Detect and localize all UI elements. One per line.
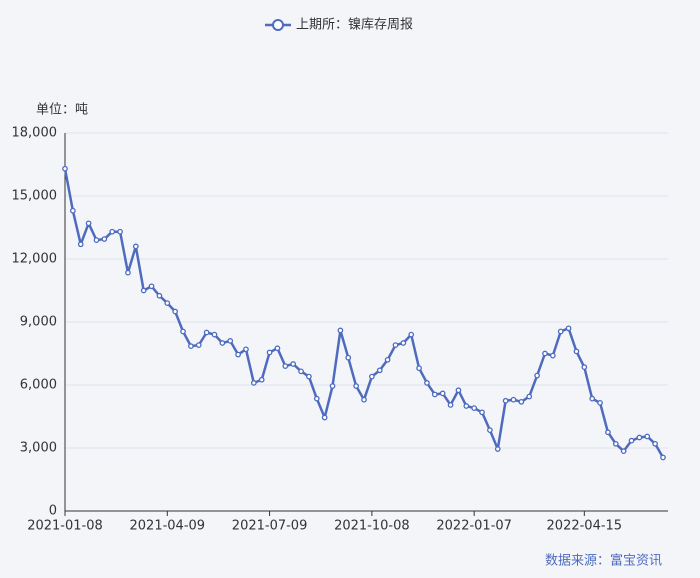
legend[interactable]: 上期所：镍库存周报	[265, 17, 413, 33]
point	[384, 356, 391, 363]
y-tick-label: 9,000	[20, 315, 57, 330]
point	[140, 287, 147, 294]
point	[266, 349, 273, 356]
point	[235, 351, 241, 358]
x-tick-label: 2021-04-09	[130, 519, 206, 534]
point	[463, 403, 470, 409]
point	[408, 331, 415, 338]
point	[164, 300, 171, 306]
unit-label: 单位：吨	[36, 103, 88, 118]
x-tick-label: 2021-07-09	[232, 519, 308, 534]
point	[306, 373, 312, 380]
point	[321, 414, 328, 421]
point	[447, 402, 454, 408]
point	[125, 269, 131, 276]
point	[392, 342, 399, 348]
point	[455, 387, 462, 394]
point	[62, 165, 68, 172]
point	[660, 454, 666, 461]
point	[313, 395, 320, 402]
point	[494, 446, 501, 452]
point	[565, 325, 572, 332]
point	[290, 361, 297, 367]
point	[628, 437, 635, 444]
point	[148, 283, 155, 290]
point	[345, 354, 352, 361]
point	[479, 409, 485, 416]
point	[258, 376, 265, 383]
point	[101, 236, 108, 242]
point	[518, 398, 525, 405]
point	[605, 429, 611, 436]
point	[400, 340, 407, 346]
point	[534, 372, 540, 379]
y-tick-label: 0	[49, 504, 57, 519]
point	[211, 331, 218, 338]
point	[219, 340, 226, 346]
y-tick-label: 15,000	[12, 189, 58, 204]
point	[612, 440, 619, 447]
point	[652, 440, 658, 447]
point	[77, 241, 84, 248]
point	[542, 350, 548, 357]
y-tick-label: 12,000	[12, 252, 58, 267]
point	[85, 220, 92, 227]
point	[70, 207, 76, 214]
x-tick-label: 2022-01-07	[436, 519, 512, 534]
point	[424, 380, 430, 386]
point	[644, 433, 651, 440]
point	[361, 396, 367, 403]
point	[109, 228, 116, 235]
point	[416, 365, 422, 372]
point	[337, 327, 344, 334]
point	[581, 364, 588, 370]
x-tick-label: 2021-10-08	[334, 519, 410, 534]
legend-label: 上期所：镍库存周报	[296, 17, 413, 33]
point	[620, 448, 627, 454]
legend-marker	[272, 19, 284, 31]
point	[329, 383, 336, 389]
point	[298, 368, 304, 375]
y-tick-label: 18,000	[12, 126, 58, 141]
point	[636, 434, 643, 441]
point	[274, 345, 281, 352]
point	[439, 390, 446, 397]
point	[510, 396, 517, 403]
point	[172, 308, 179, 315]
x-tick-label: 2022-04-15	[547, 519, 623, 534]
source-label: 数据来源：富宝资讯	[545, 553, 662, 569]
point	[549, 352, 556, 359]
point	[526, 393, 533, 400]
point	[227, 338, 234, 344]
y-tick-label: 6,000	[20, 378, 57, 393]
point	[195, 342, 202, 348]
point	[431, 391, 438, 398]
point	[203, 329, 210, 336]
point	[573, 348, 580, 355]
point	[243, 346, 249, 353]
point	[557, 328, 564, 335]
point	[369, 373, 375, 380]
point	[180, 328, 186, 335]
point	[156, 292, 163, 299]
point	[132, 243, 139, 250]
point	[487, 427, 493, 433]
point	[282, 363, 289, 369]
y-tick-label: 3,000	[20, 441, 57, 456]
point	[93, 237, 100, 243]
point	[471, 405, 478, 411]
point	[376, 367, 383, 374]
point	[250, 380, 257, 386]
point	[188, 343, 194, 349]
point	[589, 395, 596, 402]
point	[597, 399, 603, 406]
point	[502, 397, 509, 404]
x-tick-label: 2021-01-08	[27, 519, 103, 534]
point	[117, 228, 123, 235]
point	[353, 383, 359, 389]
